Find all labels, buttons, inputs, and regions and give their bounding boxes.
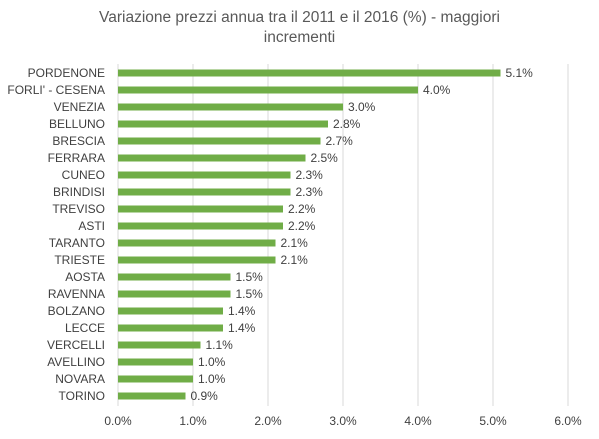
- bar: [118, 375, 193, 383]
- data-label: 2.2%: [288, 202, 316, 216]
- data-label: 2.8%: [333, 117, 361, 131]
- bar: [118, 120, 328, 128]
- category-label: VERCELLI: [47, 338, 105, 352]
- bar: [118, 222, 283, 230]
- category-label: FORLI' - CESENA: [7, 83, 105, 97]
- bar: [118, 103, 343, 111]
- category-label: RAVENNA: [48, 287, 105, 301]
- data-label: 2.1%: [281, 253, 309, 267]
- category-label: BRESCIA: [52, 134, 105, 148]
- bar: [118, 273, 231, 281]
- x-tick-label: 1.0%: [179, 414, 207, 428]
- category-label: BRINDISI: [53, 185, 105, 199]
- data-label: 4.0%: [423, 83, 451, 97]
- data-label: 2.3%: [296, 168, 324, 182]
- data-label: 1.0%: [198, 355, 226, 369]
- category-label: PORDENONE: [28, 66, 105, 80]
- x-tick-label: 4.0%: [404, 414, 432, 428]
- x-tick-label: 3.0%: [329, 414, 357, 428]
- bar: [118, 341, 201, 349]
- bar: [118, 69, 501, 77]
- data-label: 2.2%: [288, 219, 316, 233]
- data-label: 2.1%: [281, 236, 309, 250]
- category-label: LECCE: [65, 321, 105, 335]
- category-label: TREVISO: [52, 202, 105, 216]
- data-label: 2.7%: [326, 134, 354, 148]
- category-label: AOSTA: [65, 270, 105, 284]
- category-label: AVELLINO: [47, 355, 105, 369]
- data-label: 1.5%: [236, 270, 264, 284]
- bar: [118, 324, 223, 332]
- bar: [118, 392, 186, 400]
- x-tick-label: 2.0%: [254, 414, 282, 428]
- bar: [118, 239, 276, 247]
- data-label: 1.4%: [228, 304, 256, 318]
- category-label: NOVARA: [55, 372, 105, 386]
- category-label: FERRARA: [48, 151, 105, 165]
- bar: [118, 188, 291, 196]
- data-label: 1.5%: [236, 287, 264, 301]
- data-label: 2.5%: [311, 151, 339, 165]
- data-label: 0.9%: [191, 389, 219, 403]
- category-label: TORINO: [59, 389, 105, 403]
- data-label: 3.0%: [348, 100, 376, 114]
- bar: [118, 256, 276, 264]
- bar: [118, 307, 223, 315]
- category-label: VENEZIA: [54, 100, 105, 114]
- data-label: 1.0%: [198, 372, 226, 386]
- bar: [118, 137, 321, 145]
- data-label: 1.4%: [228, 321, 256, 335]
- chart-title: Variazione prezzi annua tra il 2011 e il…: [0, 8, 599, 48]
- category-label: BOLZANO: [48, 304, 105, 318]
- bar: [118, 154, 306, 162]
- chart-title-line-2: incrementi: [263, 29, 336, 46]
- category-label: CUNEO: [62, 168, 105, 182]
- category-label: TARANTO: [49, 236, 105, 250]
- category-label: BELLUNO: [49, 117, 105, 131]
- x-tick-label: 5.0%: [479, 414, 507, 428]
- bar: [118, 205, 283, 213]
- chart-title-line-1: Variazione prezzi annua tra il 2011 e il…: [99, 9, 500, 26]
- bar: [118, 171, 291, 179]
- data-label: 1.1%: [206, 338, 234, 352]
- bar: [118, 358, 193, 366]
- category-label: TRIESTE: [54, 253, 105, 267]
- bar: [118, 290, 231, 298]
- bar: [118, 86, 418, 94]
- x-tick-label: 6.0%: [554, 414, 582, 428]
- data-label: 5.1%: [506, 66, 534, 80]
- category-label: ASTI: [78, 219, 105, 233]
- x-tick-label: 0.0%: [104, 414, 132, 428]
- data-label: 2.3%: [296, 185, 324, 199]
